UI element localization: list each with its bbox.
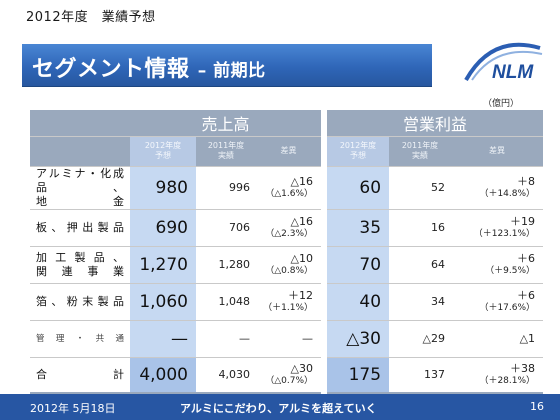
profit-diff: ＋6 （＋17.6%）: [451, 283, 544, 321]
segment-label: 加工製品、 関連事業: [30, 246, 130, 284]
table-row: 箔、粉末製品 1,060 1,048 ＋12 （＋1.1%） 40 34 ＋6 （＋17.6%）: [30, 283, 544, 321]
unit-label: （億円）: [483, 99, 520, 109]
slide-title-main: セグメント情報: [32, 57, 190, 82]
col-header-profit-prev: 2011年度 実績: [389, 136, 452, 167]
group-header-profit: 営業利益: [327, 110, 544, 137]
profit-diff: △1: [451, 320, 544, 358]
profit-forecast: △30: [327, 320, 390, 358]
profit-forecast: 60: [327, 166, 390, 210]
footer-slogan: アルミにこだわり、アルミを超えていく: [180, 402, 377, 415]
table-row: アルミナ・化成品、地 金 980 996 △16 （△1.6%） 60 52 ＋8 （＋14.8…: [30, 166, 544, 210]
top-title: 2012年度 業績予想: [26, 10, 156, 25]
page-number: 16: [530, 400, 544, 413]
title-banner: セグメント情報 – 前期比: [22, 44, 432, 86]
sales-actual: 4,030: [196, 357, 256, 394]
table-row: 管理・共通 — — — △30 △29 △1: [30, 320, 544, 358]
segment-label: アルミナ・化成品、地 金: [30, 166, 130, 210]
profit-actual: 137: [389, 357, 452, 394]
profit-actual: 64: [389, 246, 452, 284]
slide-title-sub: – 前期比: [197, 61, 266, 81]
profit-forecast: 175: [327, 357, 390, 394]
segment-label: 板、押出製品: [30, 209, 130, 247]
sales-actual: 996: [196, 166, 256, 210]
sales-diff: △10 （△0.8%）: [256, 246, 322, 284]
profit-actual: 16: [389, 209, 452, 247]
profit-actual: △29: [389, 320, 452, 358]
profit-actual: 52: [389, 166, 452, 210]
segment-label: 管理・共通: [30, 320, 130, 358]
company-logo: NLM: [464, 42, 543, 83]
segment-table: 売上高 営業利益 2012年度 予想 2011年度 実績 差異 2012年度 予…: [30, 110, 544, 394]
sales-actual: 1,048: [196, 283, 256, 321]
sales-forecast: 690: [130, 209, 196, 247]
segment-label: 合 計: [30, 357, 130, 394]
sales-forecast: 1,270: [130, 246, 196, 284]
table-row: 板、押出製品 690 706 △16 （△2.3%） 35 16 ＋19 （＋123.1%）: [30, 209, 544, 247]
footer-bar: 2012年 5月18日 アルミにこだわり、アルミを超えていく 16: [0, 394, 560, 420]
col-header-sales-diff: 差異: [256, 136, 322, 167]
table-row: 加工製品、 関連事業 1,270 1,280 △10 （△0.8%） 70 64 ＋6 （＋9.5…: [30, 246, 544, 284]
group-header-sales: 売上高: [130, 110, 322, 137]
sales-diff: ＋12 （＋1.1%）: [256, 283, 322, 321]
header-corner: [30, 110, 130, 137]
sales-diff: △30 （△0.7%）: [256, 357, 322, 394]
col-header-sales-prev: 2011年度 実績: [196, 136, 256, 167]
col-header-profit-cur: 2012年度 予想: [327, 136, 390, 167]
profit-diff: ＋19 （＋123.1%）: [451, 209, 544, 247]
logo-text: NLM: [492, 62, 534, 83]
col-header-profit-diff: 差異: [451, 136, 544, 167]
sales-forecast: —: [130, 320, 196, 358]
footer-date: 2012年 5月18日: [30, 402, 116, 415]
profit-forecast: 70: [327, 246, 390, 284]
sales-diff: △16 （△2.3%）: [256, 209, 322, 247]
sales-forecast: 1,060: [130, 283, 196, 321]
sales-forecast: 980: [130, 166, 196, 210]
profit-diff: ＋38 （＋28.1%）: [451, 357, 544, 394]
sales-diff: —: [256, 320, 322, 358]
slide-title: セグメント情報 – 前期比: [32, 51, 266, 83]
sales-forecast: 4,000: [130, 357, 196, 394]
table-row: 合 計 4,000 4,030 △30 （△0.7%） 175 137 ＋38 （＋28.1%）: [30, 357, 544, 394]
col-header-sales-cur: 2012年度 予想: [130, 136, 196, 167]
profit-diff: ＋6 （＋9.5%）: [451, 246, 544, 284]
profit-actual: 34: [389, 283, 452, 321]
sales-actual: 706: [196, 209, 256, 247]
sales-diff: △16 （△1.6%）: [256, 166, 322, 210]
profit-forecast: 35: [327, 209, 390, 247]
profit-forecast: 40: [327, 283, 390, 321]
sales-actual: —: [196, 320, 256, 358]
profit-diff: ＋8 （＋14.8%）: [451, 166, 544, 210]
segment-label: 箔、粉末製品: [30, 283, 130, 321]
sales-actual: 1,280: [196, 246, 256, 284]
